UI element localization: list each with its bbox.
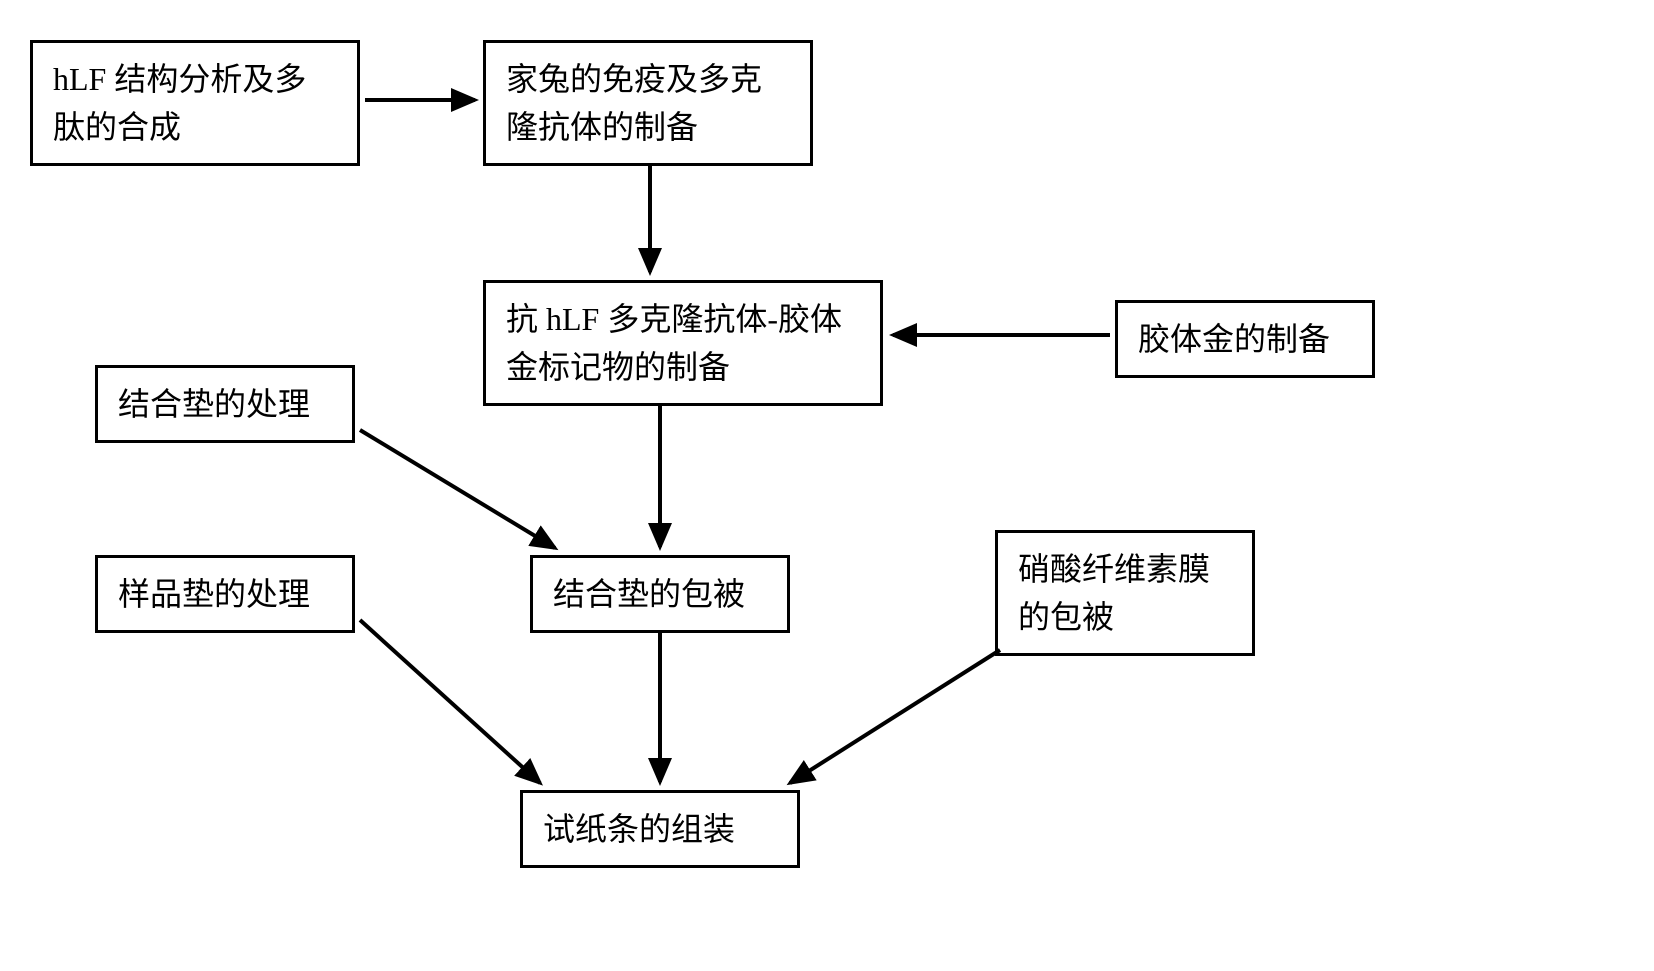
- node-label: 家兔的免疫及多克隆抗体的制备: [506, 61, 762, 145]
- node-conjugate-pad-coat: 结合垫的包被: [530, 555, 790, 633]
- node-rabbit-immune: 家兔的免疫及多克隆抗体的制备: [483, 40, 813, 166]
- node-anti-hlf: 抗 hLF 多克隆抗体-胶体金标记物的制备: [483, 280, 883, 406]
- edge-arrow: [360, 620, 540, 783]
- node-test-strip: 试纸条的组装: [520, 790, 800, 868]
- node-nitrocellulose: 硝酸纤维素膜的包被: [995, 530, 1255, 656]
- node-label: 结合垫的包被: [553, 576, 745, 612]
- node-conjugate-pad-treat: 结合垫的处理: [95, 365, 355, 443]
- node-label: 试纸条的组装: [543, 811, 735, 847]
- node-colloidal-gold: 胶体金的制备: [1115, 300, 1375, 378]
- node-label: 结合垫的处理: [118, 386, 310, 422]
- node-sample-pad-treat: 样品垫的处理: [95, 555, 355, 633]
- node-label: hLF 结构分析及多肽的合成: [53, 61, 306, 145]
- node-label: 胶体金的制备: [1138, 321, 1330, 357]
- node-label: 样品垫的处理: [118, 576, 310, 612]
- edge-arrow: [360, 430, 555, 548]
- node-label: 硝酸纤维素膜的包被: [1018, 551, 1210, 635]
- node-hlf-analysis: hLF 结构分析及多肽的合成: [30, 40, 360, 166]
- edge-arrow: [790, 650, 1000, 783]
- node-label: 抗 hLF 多克隆抗体-胶体金标记物的制备: [506, 301, 842, 385]
